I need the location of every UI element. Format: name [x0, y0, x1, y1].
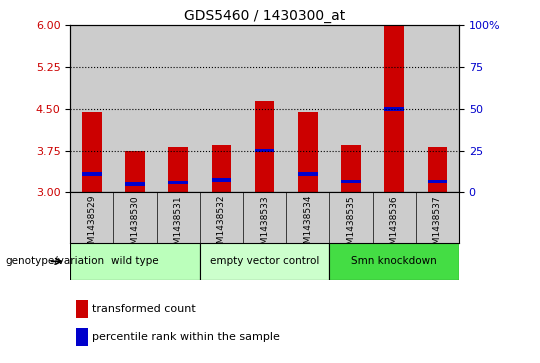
- Bar: [76, 300, 88, 318]
- Text: GSM1438530: GSM1438530: [131, 195, 139, 256]
- Text: GSM1438535: GSM1438535: [347, 195, 355, 256]
- Text: empty vector control: empty vector control: [210, 256, 319, 266]
- Bar: [428, 147, 447, 192]
- Bar: [125, 182, 145, 186]
- Bar: [70, 25, 113, 192]
- Bar: [341, 145, 361, 192]
- Bar: [329, 25, 373, 192]
- Title: GDS5460 / 1430300_at: GDS5460 / 1430300_at: [184, 9, 345, 23]
- Bar: [373, 25, 416, 192]
- Bar: [212, 145, 231, 192]
- Bar: [168, 147, 188, 192]
- Bar: [243, 25, 286, 192]
- Bar: [286, 25, 329, 192]
- Bar: [70, 243, 200, 280]
- Bar: [76, 328, 88, 346]
- Bar: [384, 25, 404, 192]
- Bar: [82, 112, 102, 192]
- Bar: [341, 180, 361, 183]
- Bar: [113, 25, 157, 192]
- Text: genotype/variation: genotype/variation: [5, 256, 105, 266]
- Bar: [329, 243, 459, 280]
- Text: GSM1438531: GSM1438531: [174, 195, 183, 256]
- Bar: [416, 25, 459, 192]
- Text: GSM1438536: GSM1438536: [390, 195, 399, 256]
- Bar: [157, 25, 200, 192]
- Text: GSM1438529: GSM1438529: [87, 195, 96, 256]
- Bar: [428, 180, 447, 183]
- Bar: [200, 243, 329, 280]
- Bar: [384, 107, 404, 111]
- Bar: [298, 172, 318, 176]
- Text: percentile rank within the sample: percentile rank within the sample: [92, 332, 280, 342]
- Bar: [168, 181, 188, 184]
- Text: transformed count: transformed count: [92, 304, 195, 314]
- Text: Smn knockdown: Smn knockdown: [352, 256, 437, 266]
- Bar: [125, 151, 145, 192]
- Text: wild type: wild type: [111, 256, 159, 266]
- Bar: [82, 172, 102, 176]
- Bar: [255, 149, 274, 152]
- Text: GSM1438537: GSM1438537: [433, 195, 442, 256]
- Bar: [255, 101, 274, 192]
- Text: GSM1438532: GSM1438532: [217, 195, 226, 256]
- Bar: [212, 179, 231, 182]
- Bar: [298, 112, 318, 192]
- Bar: [200, 25, 243, 192]
- Text: GSM1438533: GSM1438533: [260, 195, 269, 256]
- Text: GSM1438534: GSM1438534: [303, 195, 312, 256]
